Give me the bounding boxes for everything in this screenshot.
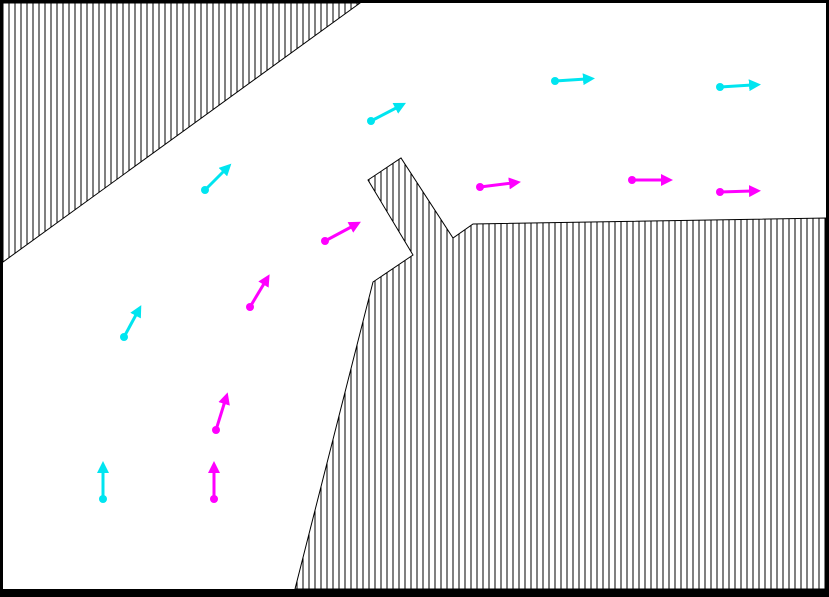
vector-arrow bbox=[719, 79, 761, 92]
vector-origin bbox=[476, 183, 484, 191]
vector-origin bbox=[210, 495, 218, 503]
vector-arrow bbox=[719, 185, 761, 198]
magenta-vectors bbox=[208, 174, 761, 503]
vector-origin bbox=[551, 77, 559, 85]
vector-origin bbox=[367, 117, 375, 125]
vector-origin bbox=[99, 495, 107, 503]
vector-origin bbox=[716, 188, 724, 196]
vector-origin bbox=[201, 186, 209, 194]
vector-arrow bbox=[324, 221, 361, 243]
vector-origin bbox=[716, 83, 724, 91]
vector-arrow bbox=[370, 102, 406, 123]
vector-arrow bbox=[554, 73, 595, 86]
obstacle bbox=[2, 2, 362, 263]
cyan-vectors bbox=[97, 73, 761, 503]
vector-origin bbox=[321, 237, 329, 245]
vector-origin bbox=[212, 426, 220, 434]
vector-arrow bbox=[214, 392, 230, 431]
vector-arrow bbox=[122, 305, 142, 338]
obstacle bbox=[294, 157, 827, 590]
vector-arrow bbox=[248, 274, 270, 308]
vector-origin bbox=[246, 303, 254, 311]
vector-origin bbox=[628, 176, 636, 184]
vector-arrow bbox=[479, 177, 521, 190]
vector-origin bbox=[120, 333, 128, 341]
vector-arrow bbox=[203, 163, 232, 192]
